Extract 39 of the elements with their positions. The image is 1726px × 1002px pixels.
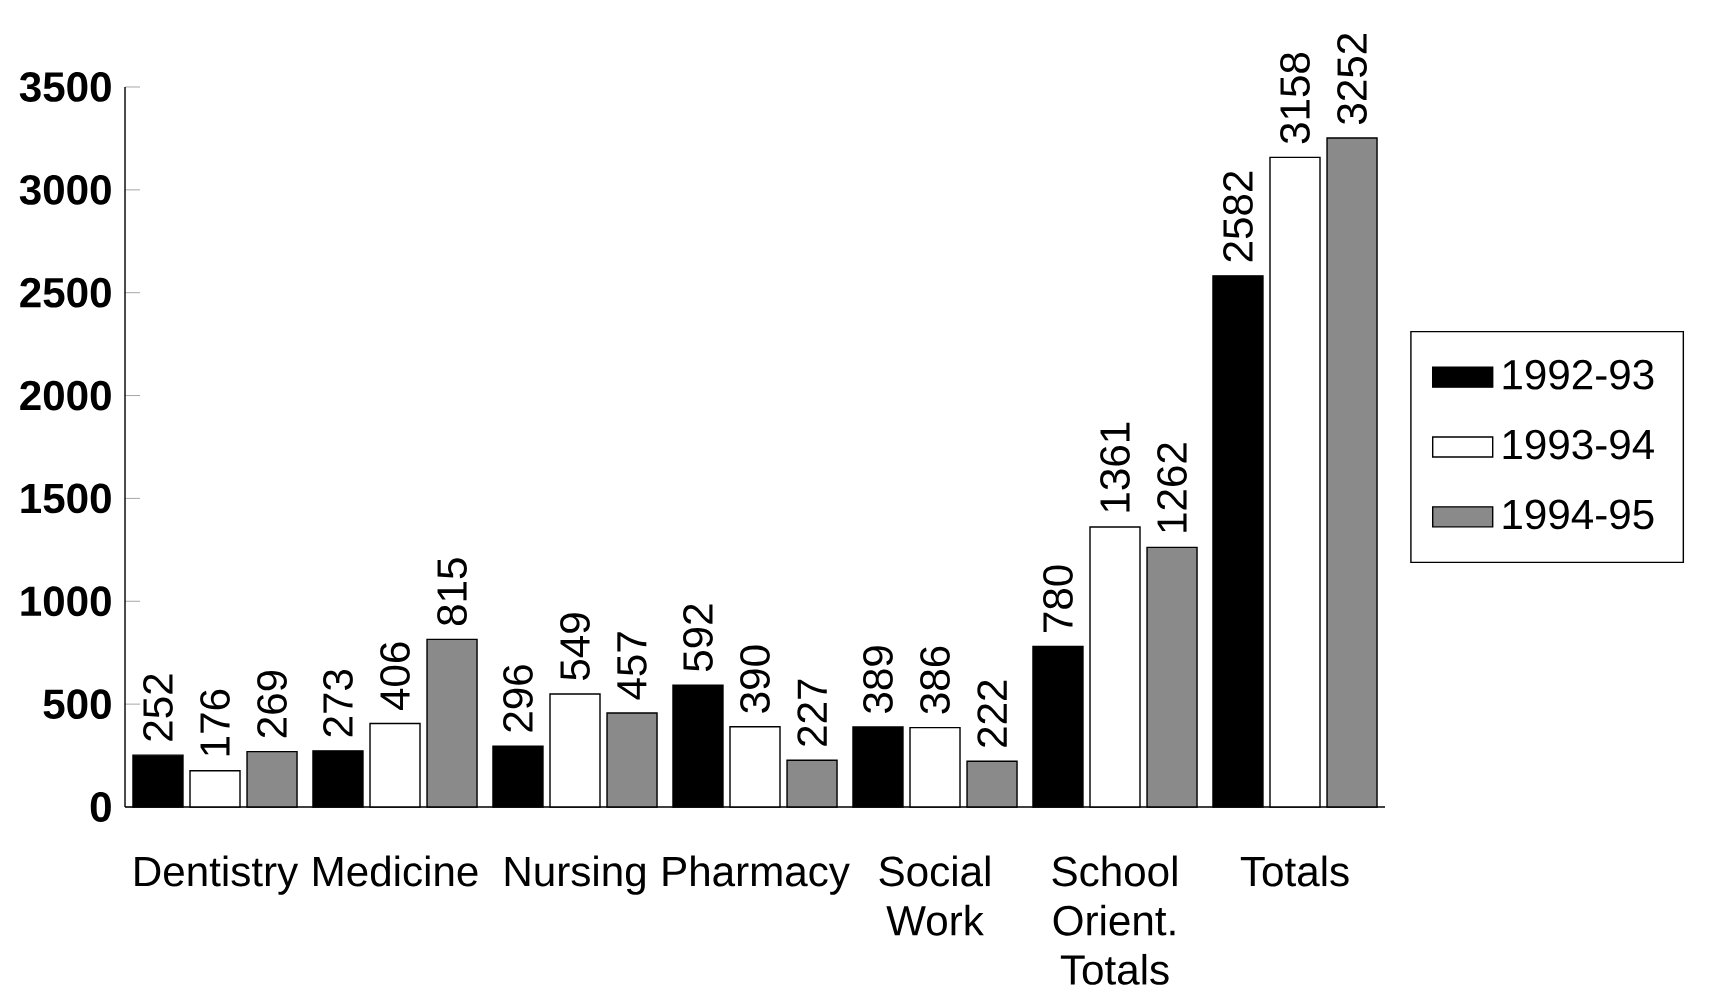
data-label: 269 (257, 670, 287, 738)
data-label: 549 (560, 613, 590, 680)
data-label: 273 (323, 669, 353, 737)
x-tick-label: Social Work (879, 855, 990, 936)
x-tick-label: Dentistry (135, 855, 299, 895)
y-tick-label: 0 (90, 792, 111, 822)
legend-label: 1992-93 (1503, 359, 1654, 390)
data-label: 457 (617, 632, 647, 700)
y-tick-label: 2500 (20, 277, 111, 308)
x-tick-label: Totals (1240, 855, 1349, 887)
data-label: 1361 (1100, 422, 1130, 512)
data-label: 780 (1043, 565, 1073, 632)
data-label: 406 (380, 642, 410, 711)
data-label: 252 (143, 674, 173, 741)
data-label: 592 (683, 604, 713, 672)
legend-label: 1993-94 (1503, 429, 1654, 460)
data-label: 3252 (1337, 33, 1367, 124)
y-tick-label: 3000 (19, 174, 111, 205)
x-tick-label: Pharmacy (663, 855, 850, 895)
y-tick-label: 500 (43, 689, 111, 720)
x-tick-label: Nursing (505, 855, 645, 895)
data-label: 815 (437, 558, 467, 626)
x-tick-label: Medicine (314, 855, 478, 887)
data-label: 2582 (1223, 171, 1253, 262)
y-tick-label: 3500 (19, 72, 111, 102)
data-label: 390 (740, 645, 770, 713)
data-label: 3158 (1280, 52, 1310, 144)
data-label: 386 (920, 646, 950, 714)
x-tick-label: School Orient. Totals (1052, 855, 1177, 985)
data-label: 222 (977, 680, 1007, 747)
data-label: 176 (200, 689, 230, 756)
legend-label: 1994-95 (1503, 499, 1654, 530)
y-tick-label: 2000 (20, 380, 111, 411)
data-label: 389 (863, 646, 893, 713)
y-tick-label: 1000 (21, 586, 111, 617)
data-label: 296 (503, 665, 533, 732)
data-label: 1262 (1157, 443, 1187, 532)
data-label: 227 (797, 679, 827, 746)
y-tick-label: 1500 (21, 483, 111, 514)
